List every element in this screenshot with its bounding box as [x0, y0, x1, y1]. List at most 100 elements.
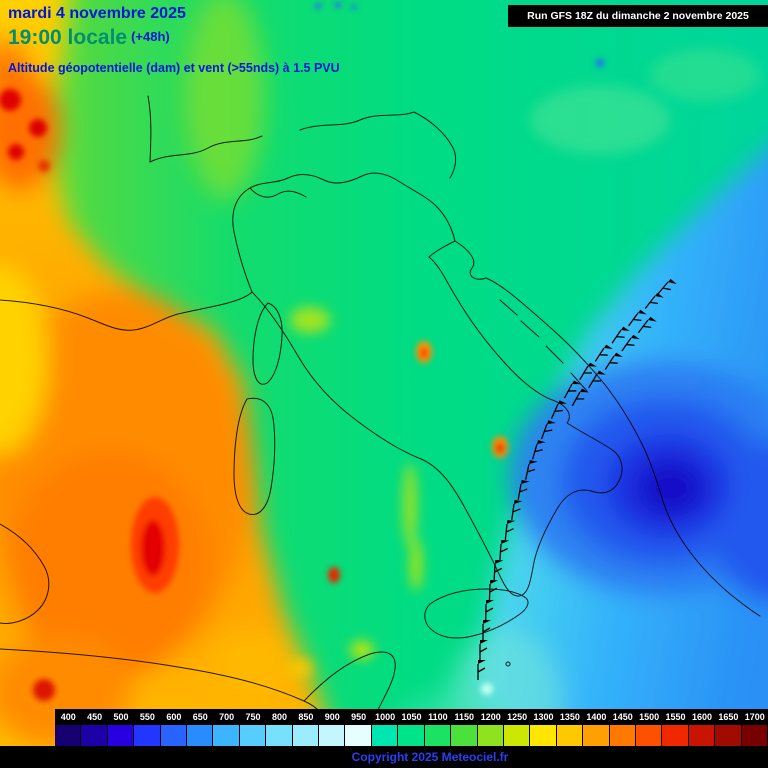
scale-color-cell — [266, 725, 293, 746]
scale-color-cell — [345, 725, 372, 746]
scale-color-cell — [213, 725, 240, 746]
wind-barb-icon — [479, 640, 488, 660]
scale-value: 1400 — [586, 711, 607, 722]
map-header: mardi 4 novembre 2025 19:00 locale (+48h)… — [8, 5, 340, 75]
coast-balkans — [454, 240, 761, 617]
map-hot-spots — [0, 89, 179, 701]
date-label: mardi 4 novembre 2025 — [8, 5, 186, 22]
wind-barb-icon — [517, 480, 530, 500]
wind-barb-icon — [594, 344, 613, 362]
scale-value: 700 — [219, 711, 235, 722]
scale-value: 1650 — [718, 711, 739, 722]
wind-barb-icon — [540, 420, 556, 440]
wind-barb-icon — [604, 352, 623, 370]
wind-barb-icon — [611, 326, 630, 344]
scale-color-cell — [583, 725, 610, 746]
wind-barb-icon — [563, 380, 581, 399]
wind-barb-icon — [657, 278, 677, 295]
scale-color-cell — [609, 725, 636, 746]
run-info-text: Run GFS 18Z du dimanche 2 novembre 2025 — [527, 10, 749, 22]
wind-barb-icon — [493, 560, 504, 581]
coast-sardinia — [233, 397, 276, 515]
scale-color-cell — [556, 725, 584, 746]
coast-france — [0, 291, 253, 331]
scale-value: 1350 — [559, 711, 580, 722]
scale-color-cell — [424, 725, 452, 746]
wind-barb-icon — [644, 292, 664, 310]
scale-color-cell — [319, 725, 346, 746]
copyright-text: Copyright 2025 Meteociel.fr — [351, 750, 509, 764]
parameter-title: Altitude géopotentielle (dam) et vent (>… — [8, 60, 340, 75]
scale-color-cell — [398, 725, 425, 746]
scale-values-row: 400 450 500 550 600 650 700 750 800 850 900 950 1000… — [55, 709, 768, 724]
scale-value: 850 — [298, 711, 314, 722]
wind-barb-icon — [579, 362, 597, 381]
scale-value: 1200 — [480, 711, 501, 722]
scale-value: 650 — [192, 711, 208, 722]
scale-color-cell — [107, 725, 135, 746]
scale-value: 1500 — [639, 711, 660, 722]
wind-barb-icon — [571, 388, 589, 407]
run-info-box: Run GFS 18Z du dimanche 2 novembre 2025 — [508, 5, 768, 27]
wind-barbs-layer — [477, 278, 677, 680]
copyright-bar: Copyright 2025 Meteociel.fr — [0, 746, 768, 768]
wind-barb-icon — [511, 500, 523, 520]
wind-barb-icon — [628, 309, 647, 327]
scale-color-cell — [688, 725, 716, 746]
scale-value: 800 — [271, 711, 287, 722]
scale-value: 600 — [166, 711, 182, 722]
scale-color-cell — [715, 725, 742, 746]
scale-color-cell — [187, 725, 214, 746]
wind-barb-icon — [499, 540, 510, 561]
coast-sicily — [424, 588, 529, 639]
scale-color-cell — [635, 725, 663, 746]
color-scale-legend: 400 450 500 550 600 650 700 750 800 850 900 950 1000… — [55, 709, 768, 746]
wind-barb-icon — [637, 316, 657, 334]
scale-value: 500 — [113, 711, 129, 722]
border-alps — [232, 172, 456, 293]
scale-value: 400 — [60, 711, 76, 722]
wind-barb-icon — [621, 334, 640, 352]
coastlines — [0, 95, 761, 756]
border-switzerland — [249, 187, 307, 198]
coast-venice-trieste — [428, 240, 456, 258]
scale-color-cell — [741, 725, 768, 746]
scale-color-cell — [239, 725, 267, 746]
scale-color-cell — [451, 725, 478, 746]
wind-barb-icon — [477, 660, 486, 680]
coast-italy — [251, 256, 623, 597]
local-time-text: 19:00 locale — [8, 25, 128, 49]
scale-color-cell — [371, 725, 399, 746]
scale-value: 1550 — [665, 711, 686, 722]
scale-value: 1100 — [428, 711, 448, 722]
wind-barb-icon — [531, 440, 546, 460]
wind-barb-icon — [588, 370, 606, 389]
scale-color-cell — [662, 725, 689, 746]
scale-value: 1450 — [612, 711, 633, 722]
scale-value: 1150 — [454, 711, 475, 722]
scale-color-cell — [530, 725, 557, 746]
scale-value: 1250 — [507, 711, 528, 722]
scale-color-cell — [81, 725, 108, 746]
border-austria-czech — [299, 111, 457, 179]
map-green-texture — [287, 49, 760, 677]
scale-value: 950 — [351, 711, 367, 722]
wind-barb-icon — [550, 400, 567, 419]
scale-value: 550 — [139, 711, 155, 722]
scale-value: 900 — [324, 711, 340, 722]
scale-value: 750 — [245, 711, 261, 722]
wind-barb-icon — [485, 600, 495, 621]
scale-value: 1050 — [401, 711, 422, 722]
time-label: 19:00 locale (+48h) — [8, 25, 340, 49]
wind-barb-icon — [488, 580, 499, 601]
coast-iberia — [0, 523, 50, 624]
scale-value: 1300 — [533, 711, 554, 722]
scale-color-cell — [55, 725, 82, 746]
wind-barb-icon — [482, 620, 491, 640]
scale-value: 1700 — [744, 711, 765, 722]
scale-color-cell — [477, 725, 504, 746]
wind-barb-icon — [525, 460, 538, 480]
coast-malta — [505, 661, 511, 667]
forecast-offset-text: (+48h) — [131, 28, 170, 44]
